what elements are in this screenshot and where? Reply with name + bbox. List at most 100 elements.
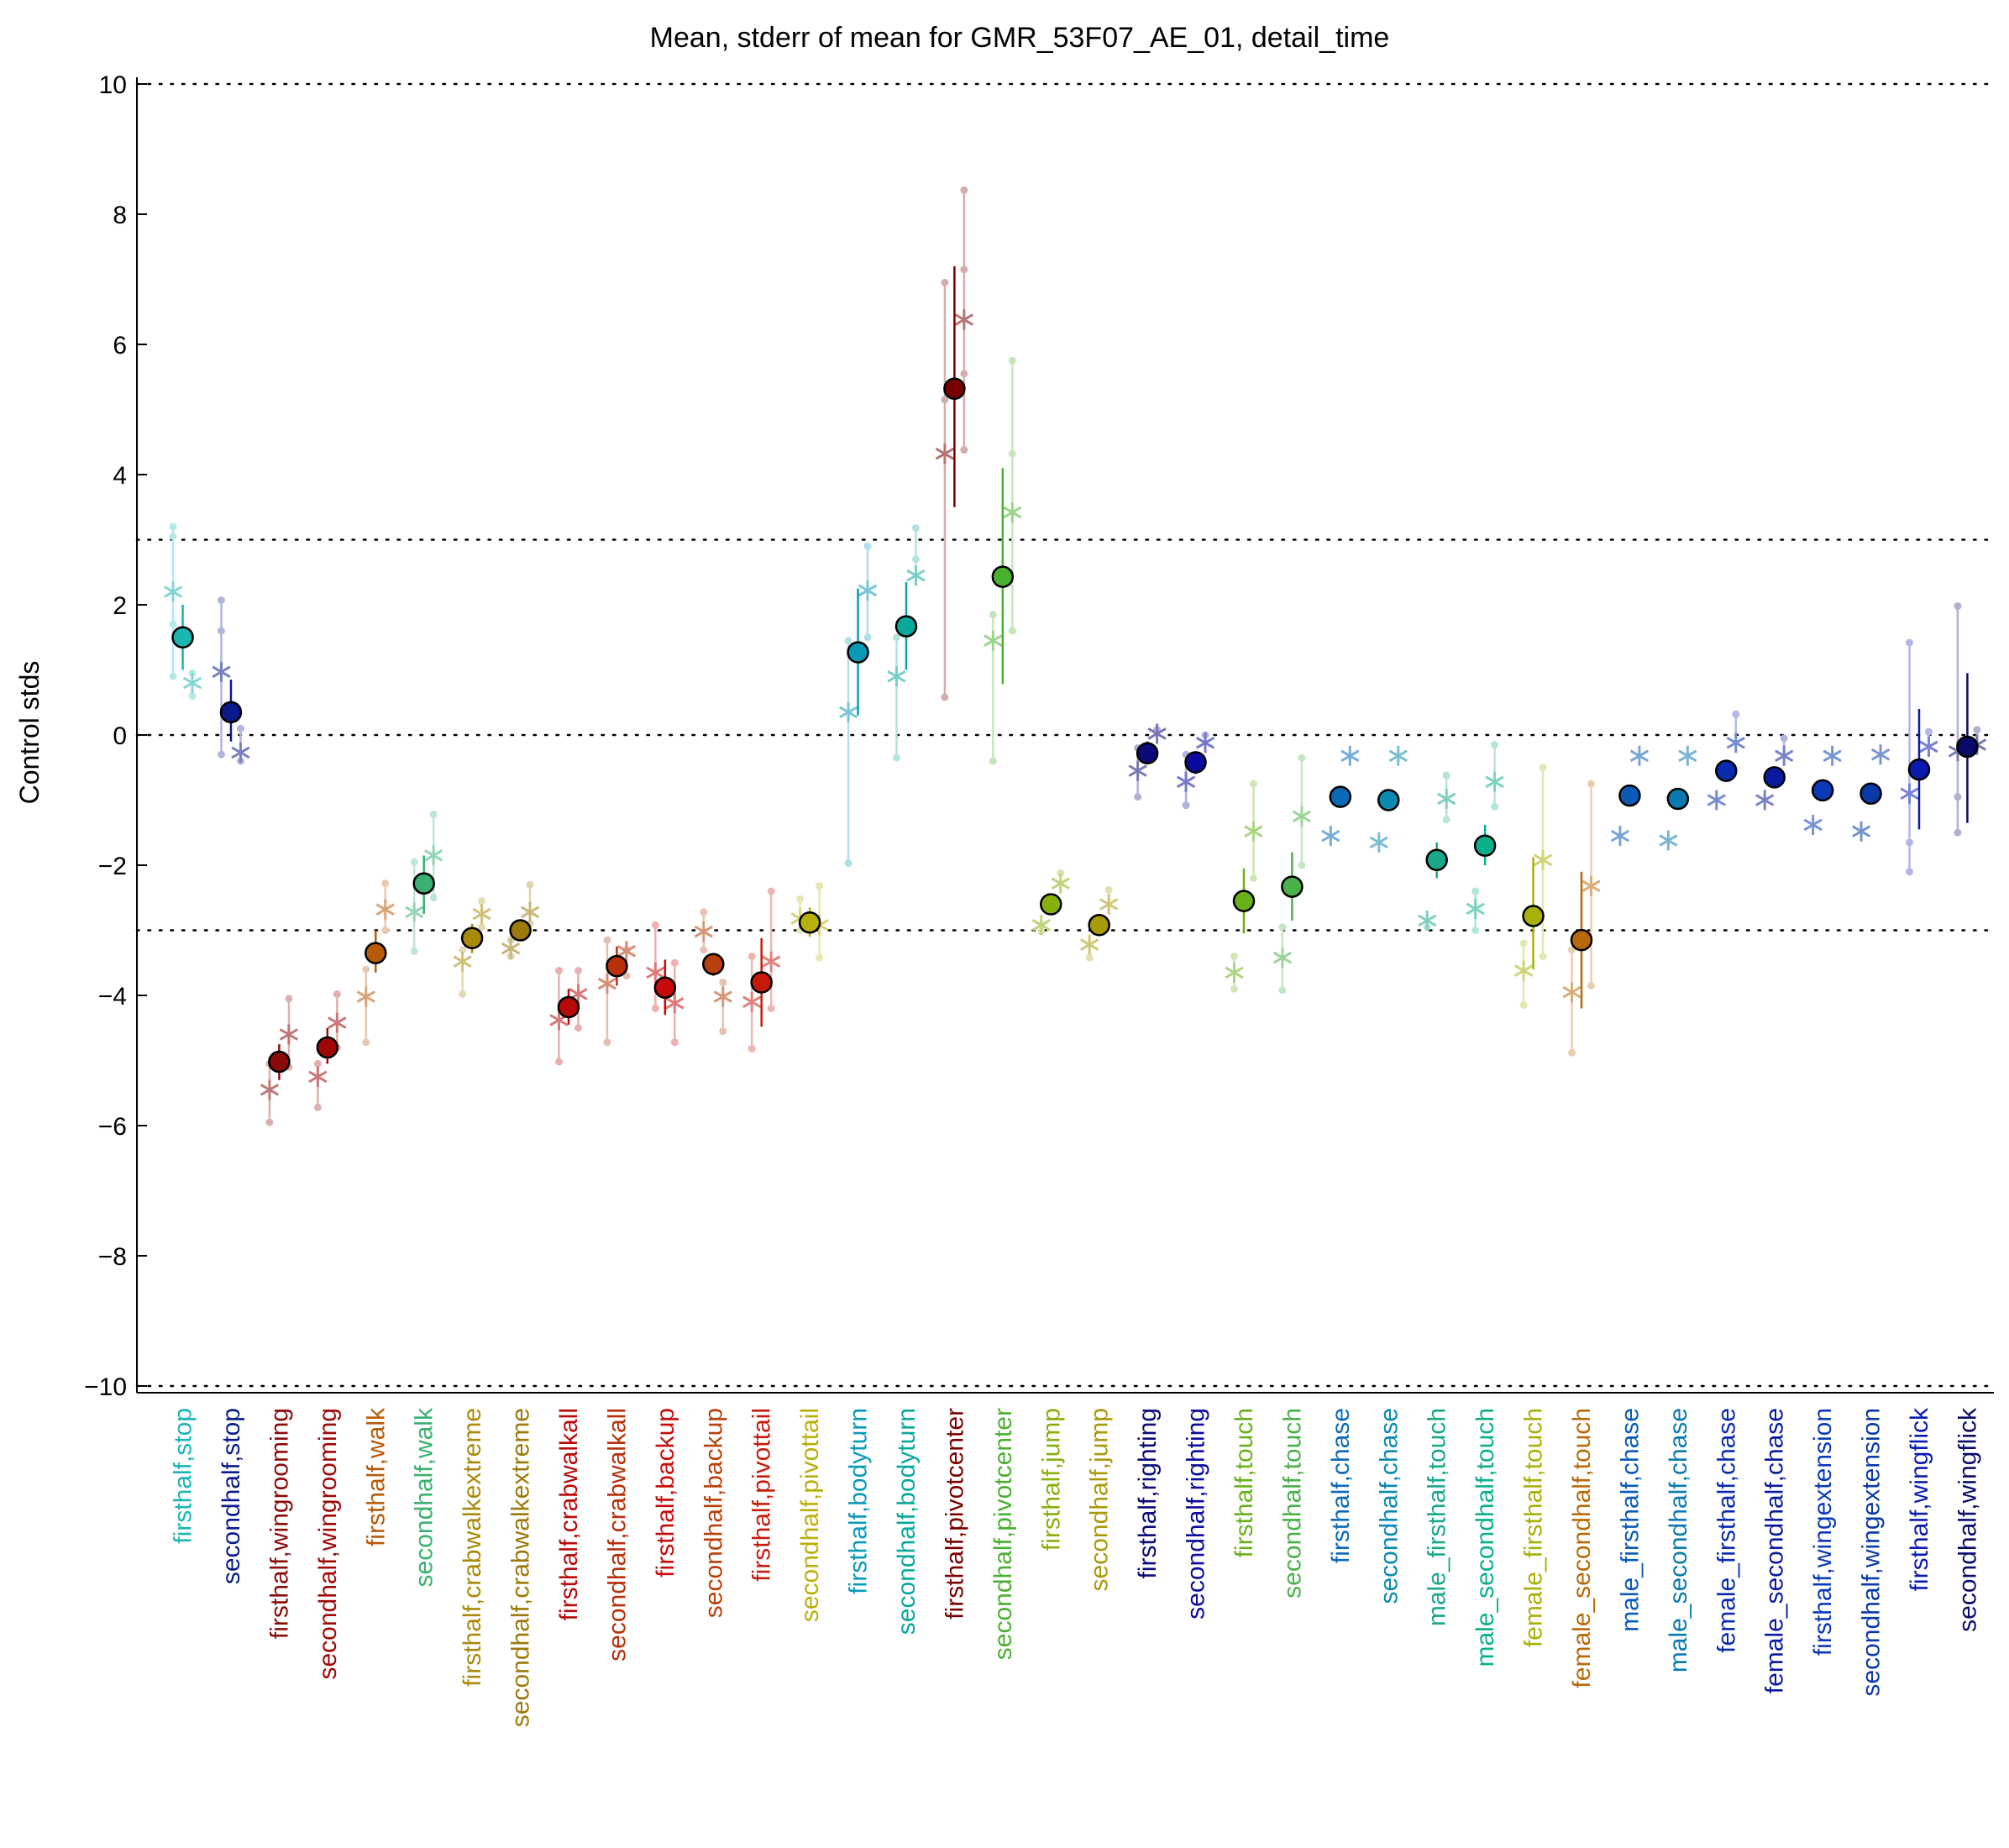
sample-dot bbox=[459, 946, 467, 954]
sample-dot bbox=[719, 979, 727, 986]
x-tick-label: firsthalf,chase bbox=[1327, 1408, 1355, 1563]
category-group bbox=[501, 880, 540, 960]
star-marker bbox=[954, 309, 974, 330]
sample-dot bbox=[429, 894, 438, 902]
sample-dot bbox=[863, 633, 872, 642]
star-marker bbox=[182, 673, 202, 693]
sample-dot bbox=[1085, 953, 1094, 962]
star-marker bbox=[713, 986, 732, 1007]
star-marker bbox=[1176, 771, 1196, 792]
sample-dot bbox=[1104, 885, 1113, 894]
star-marker bbox=[858, 580, 878, 601]
mean-marker bbox=[1618, 784, 1641, 807]
category-group bbox=[1418, 771, 1456, 932]
mean-marker bbox=[460, 927, 484, 950]
mean-marker bbox=[557, 995, 580, 1019]
category-group bbox=[984, 356, 1022, 765]
star-marker bbox=[742, 991, 762, 1012]
x-tick-label: firsthalf,stop bbox=[170, 1408, 197, 1544]
sample-dot bbox=[478, 897, 486, 906]
category-group bbox=[1562, 780, 1601, 1057]
star-marker bbox=[1292, 806, 1312, 827]
x-tick-label: secondhalf,pivotcenter bbox=[989, 1408, 1017, 1660]
sample-dot bbox=[381, 879, 390, 888]
mean-marker bbox=[1329, 785, 1352, 808]
star-marker bbox=[1678, 745, 1697, 766]
category-group bbox=[212, 596, 250, 765]
mean-marker bbox=[365, 942, 387, 964]
star-marker bbox=[212, 661, 231, 682]
sample-dot bbox=[285, 995, 293, 1003]
sample-dot bbox=[844, 637, 852, 645]
sample-dot bbox=[169, 522, 177, 531]
star-marker bbox=[1147, 723, 1167, 744]
sample-dot bbox=[603, 1038, 611, 1047]
chart-title: Mean, stderr of mean for GMR_53F07_AE_01… bbox=[650, 22, 1390, 54]
y-tick-label: −2 bbox=[98, 853, 127, 880]
mean-marker bbox=[1473, 834, 1497, 857]
star-marker bbox=[1823, 745, 1842, 766]
mean-marker bbox=[943, 377, 966, 400]
x-tick-label: secondhalf,crabwalkextreme bbox=[507, 1408, 535, 1727]
y-tick-label: −4 bbox=[98, 983, 127, 1011]
x-tick-label: firsthalf,touch bbox=[1230, 1408, 1258, 1557]
star-marker bbox=[1272, 948, 1293, 969]
sample-dot bbox=[1008, 356, 1016, 365]
mean-marker bbox=[1811, 779, 1834, 802]
sample-dot bbox=[381, 927, 390, 934]
sample-dot bbox=[1587, 780, 1595, 788]
x-tick-label: firsthalf,wingrooming bbox=[265, 1408, 293, 1639]
x-tick-label: secondhalf,wingrooming bbox=[314, 1408, 342, 1680]
sample-dot bbox=[1008, 449, 1016, 458]
star-marker bbox=[501, 938, 521, 959]
sample-dot bbox=[911, 555, 920, 564]
x-tick-label: male_secondhalf,chase bbox=[1665, 1408, 1692, 1672]
mean-marker bbox=[653, 976, 677, 999]
sample-dot bbox=[169, 533, 177, 541]
x-tick-label: firsthalf,pivottail bbox=[748, 1408, 776, 1582]
star-marker bbox=[424, 845, 443, 866]
x-tick-label: firsthalf,backup bbox=[652, 1408, 679, 1578]
sample-dot bbox=[941, 396, 949, 404]
sample-dot bbox=[1568, 1048, 1576, 1057]
star-marker bbox=[694, 921, 713, 942]
star-marker bbox=[1225, 962, 1244, 983]
sample-dot bbox=[719, 1027, 727, 1036]
sample-dot bbox=[1539, 764, 1547, 772]
sample-dot bbox=[169, 620, 177, 628]
sample-dot bbox=[1134, 793, 1142, 801]
category-group bbox=[1369, 745, 1408, 853]
sample-dot bbox=[1539, 953, 1547, 960]
sample-dot bbox=[1008, 627, 1016, 635]
category-group bbox=[549, 967, 588, 1066]
sample-dot bbox=[816, 882, 824, 890]
star-marker bbox=[1369, 832, 1388, 853]
star-marker bbox=[260, 1079, 280, 1100]
star-marker bbox=[520, 901, 540, 922]
x-tick-label: female_secondhalf,touch bbox=[1568, 1408, 1596, 1688]
star-marker bbox=[1775, 745, 1794, 766]
star-marker bbox=[1128, 760, 1147, 781]
star-marker bbox=[1581, 875, 1601, 896]
sample-dot bbox=[218, 750, 225, 759]
mean-marker bbox=[412, 872, 435, 895]
category-group bbox=[308, 990, 347, 1111]
category-group bbox=[260, 995, 299, 1126]
mean-marker bbox=[268, 1050, 291, 1074]
sample-dot bbox=[459, 990, 467, 998]
sample-dot bbox=[989, 611, 997, 619]
y-tick-label: 0 bbox=[113, 722, 127, 750]
star-marker bbox=[1031, 915, 1051, 936]
y-tick-label: 10 bbox=[99, 71, 127, 99]
star-marker bbox=[665, 993, 685, 1014]
sample-dot bbox=[574, 967, 582, 975]
y-tick-label: −8 bbox=[98, 1243, 127, 1271]
sample-dot bbox=[1954, 602, 1962, 611]
category-group bbox=[1707, 710, 1745, 811]
star-marker bbox=[1388, 745, 1408, 766]
sample-dot bbox=[333, 990, 341, 998]
category-group bbox=[1948, 602, 1987, 837]
sample-dot bbox=[429, 811, 438, 819]
reference-lines bbox=[135, 82, 1996, 1388]
